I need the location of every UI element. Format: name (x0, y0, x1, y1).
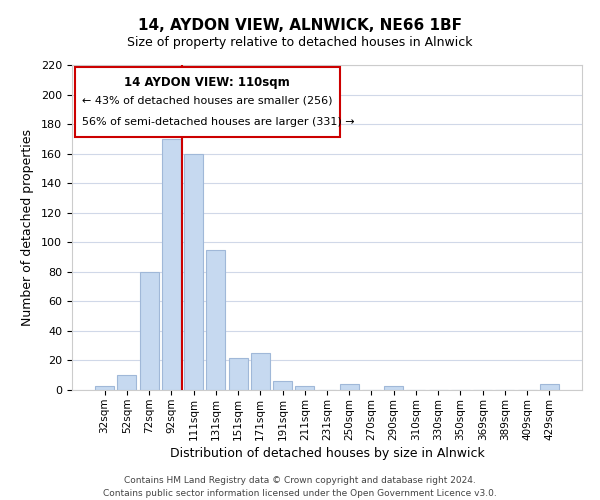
Bar (162, 139, 181, 390)
Bar (340, 384, 359, 390)
Bar (384, 386, 403, 390)
Y-axis label: Number of detached properties: Number of detached properties (21, 129, 34, 326)
Bar (540, 384, 559, 390)
Text: ← 43% of detached houses are smaller (256): ← 43% of detached houses are smaller (25… (82, 96, 332, 106)
Bar (118, 375, 136, 390)
Bar (273, 381, 292, 390)
Text: Contains public sector information licensed under the Open Government Licence v3: Contains public sector information licen… (103, 489, 497, 498)
Text: Size of property relative to detached houses in Alnwick: Size of property relative to detached ho… (127, 36, 473, 49)
Bar (140, 272, 158, 390)
Bar (295, 386, 314, 390)
Bar (251, 353, 270, 390)
Text: Contains HM Land Registry data © Crown copyright and database right 2024.: Contains HM Land Registry data © Crown c… (124, 476, 476, 485)
Text: 56% of semi-detached houses are larger (331) →: 56% of semi-detached houses are larger (… (82, 117, 355, 127)
Bar (229, 358, 248, 390)
X-axis label: Distribution of detached houses by size in Alnwick: Distribution of detached houses by size … (170, 446, 484, 460)
Bar (184, 154, 203, 390)
FancyBboxPatch shape (74, 66, 340, 136)
Bar (95, 386, 114, 390)
Text: 14 AYDON VIEW: 110sqm: 14 AYDON VIEW: 110sqm (124, 76, 290, 90)
Text: 14, AYDON VIEW, ALNWICK, NE66 1BF: 14, AYDON VIEW, ALNWICK, NE66 1BF (138, 18, 462, 32)
Bar (206, 250, 225, 390)
